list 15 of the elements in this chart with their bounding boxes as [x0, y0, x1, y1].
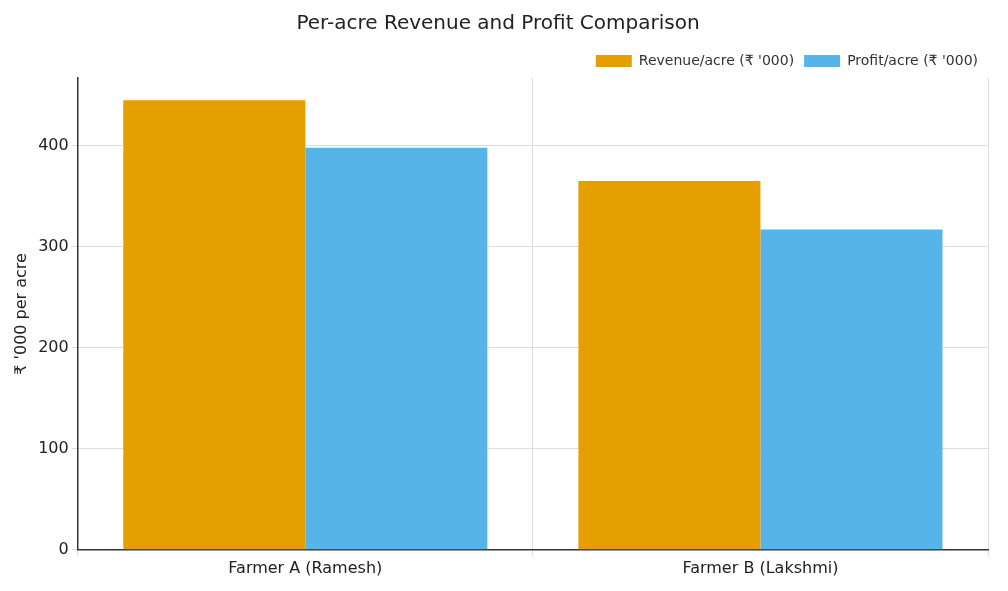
y-tick-label: 200: [38, 336, 69, 356]
x-tick-label: Farmer A (Ramesh): [228, 557, 383, 577]
bar: [123, 100, 306, 550]
y-tick-label: 400: [38, 134, 69, 154]
bar: [305, 147, 488, 550]
y-tick-label: 100: [38, 437, 69, 457]
y-tick-label: 0: [58, 538, 69, 558]
legend-label: Revenue/acre (₹ '000): [638, 51, 795, 68]
bar: [578, 181, 761, 550]
bar: [760, 229, 943, 550]
x-tick-label: Farmer B (Lakshmi): [682, 557, 839, 577]
legend-label: Profit/acre (₹ '000): [847, 51, 978, 68]
y-axis-title: ₹ '000 per acre: [10, 253, 30, 375]
chart-title: Per-acre Revenue and Profit Comparison: [296, 10, 700, 35]
y-tick-label: 300: [38, 235, 69, 255]
